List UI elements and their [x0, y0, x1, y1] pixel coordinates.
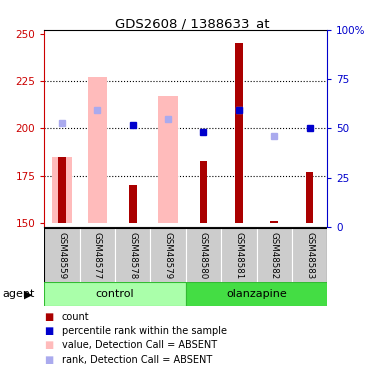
Text: GSM48583: GSM48583	[305, 232, 314, 279]
Bar	[129, 185, 137, 223]
Text: control: control	[96, 289, 134, 299]
Bar	[306, 172, 313, 223]
Bar	[221, 228, 256, 283]
Text: percentile rank within the sample: percentile rank within the sample	[62, 326, 227, 336]
Text: ■: ■	[44, 340, 54, 350]
Text: rank, Detection Call = ABSENT: rank, Detection Call = ABSENT	[62, 355, 212, 364]
Bar	[58, 157, 66, 223]
Text: GSM48582: GSM48582	[270, 232, 279, 279]
Bar	[158, 96, 178, 223]
Text: GSM48559: GSM48559	[57, 232, 67, 279]
Bar	[186, 228, 221, 283]
Bar	[151, 228, 186, 283]
Bar	[44, 282, 186, 306]
Bar	[88, 77, 107, 223]
Bar	[270, 221, 278, 223]
Text: GSM48578: GSM48578	[128, 232, 137, 279]
Bar	[52, 157, 72, 223]
Bar	[44, 228, 80, 283]
Text: value, Detection Call = ABSENT: value, Detection Call = ABSENT	[62, 340, 217, 350]
Text: ■: ■	[44, 355, 54, 364]
Bar	[292, 228, 327, 283]
Text: ■: ■	[44, 312, 54, 322]
Text: ■: ■	[44, 326, 54, 336]
Text: GDS2608 / 1388633_at: GDS2608 / 1388633_at	[115, 17, 270, 30]
Text: GSM48577: GSM48577	[93, 232, 102, 279]
Bar	[256, 228, 292, 283]
Bar	[199, 160, 208, 223]
Text: GSM48581: GSM48581	[234, 232, 243, 279]
Text: ▶: ▶	[24, 290, 32, 299]
Text: count: count	[62, 312, 89, 322]
Bar	[80, 228, 115, 283]
Bar	[235, 43, 243, 223]
Text: agent: agent	[2, 290, 34, 299]
Bar	[115, 228, 151, 283]
Text: olanzapine: olanzapine	[226, 289, 287, 299]
Bar	[186, 282, 327, 306]
Text: GSM48579: GSM48579	[164, 232, 172, 279]
Text: GSM48580: GSM48580	[199, 232, 208, 279]
